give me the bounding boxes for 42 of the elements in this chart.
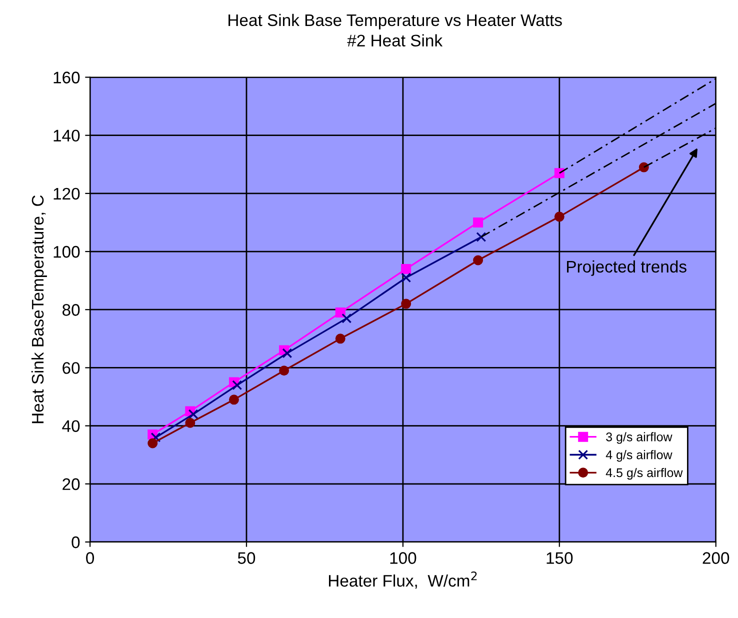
chart-subtitle: #2 Heat Sink <box>347 34 443 46</box>
point <box>401 272 412 283</box>
x-tick-label: 150 <box>546 552 573 564</box>
point <box>342 313 352 324</box>
point <box>185 418 196 428</box>
point <box>473 255 484 266</box>
chart-title: Heat Sink Base Temperature vs Heater Watts <box>228 14 562 30</box>
y-tick-label: 60 <box>62 362 80 374</box>
y-tick-label: 100 <box>54 246 80 258</box>
point <box>401 298 412 309</box>
y-tick-label: 0 <box>72 536 80 548</box>
x-tick-label: 100 <box>390 552 416 564</box>
point <box>473 217 484 228</box>
legend-label: 4.5 g/s airflow <box>606 468 683 480</box>
annotation: Projected trends <box>567 260 686 276</box>
x-tick-label: 50 <box>238 552 256 564</box>
point <box>476 232 486 242</box>
point <box>554 212 564 222</box>
point <box>401 264 412 274</box>
point <box>232 380 242 390</box>
point <box>335 334 346 344</box>
y-tick-label: 20 <box>62 478 80 490</box>
point <box>554 168 564 178</box>
point <box>638 162 649 172</box>
point <box>228 394 239 405</box>
y-tick-label: 40 <box>62 420 80 432</box>
x-tick-label: 200 <box>702 552 730 564</box>
x-axis-title: Heater Flux, W/cm$^{2}$ <box>328 572 477 589</box>
point <box>279 366 290 376</box>
y-tick-label: 140 <box>54 130 80 142</box>
y-axis-title: Heat Sink BaseTemperature, C <box>31 195 47 424</box>
x-tick-label: 0 <box>86 552 94 564</box>
y-tick-label: 80 <box>62 304 80 316</box>
y-tick-label: 160 <box>54 72 80 84</box>
point <box>282 348 292 358</box>
y-tick-label: 120 <box>54 188 80 200</box>
point <box>148 438 158 448</box>
point <box>188 409 198 420</box>
legend-label: 4 g/s airflow <box>606 450 672 462</box>
point <box>335 308 346 318</box>
point <box>150 432 161 442</box>
legend-label: 3 g/s airflow <box>606 432 672 444</box>
